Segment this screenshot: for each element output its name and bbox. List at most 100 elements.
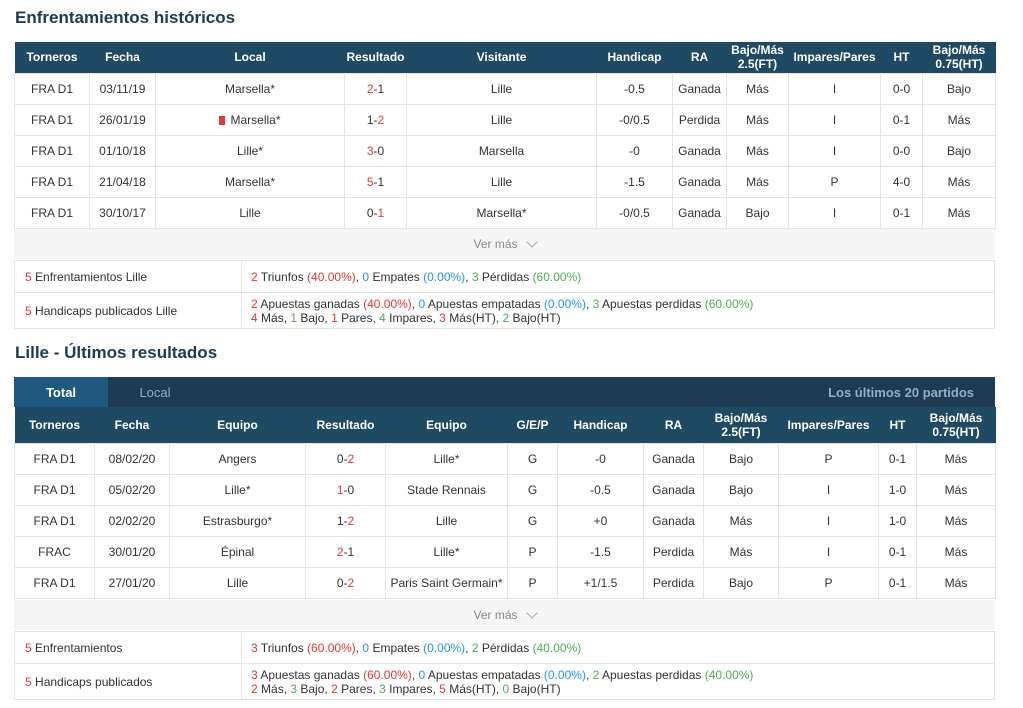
over-under-ft: Bajo	[703, 566, 779, 599]
summary-row: 5 Enfrentamientos 3 Triunfos (60.00%), 0…	[15, 632, 994, 663]
table-row: FRA D1 26/01/19 Marsella* 1-2 Lille -0/0.5 Per…	[14, 103, 996, 136]
win-draw-loss: G	[507, 442, 558, 475]
recent-title: Lille - Últimos resultados	[15, 343, 218, 362]
ra-result: Perdida	[643, 535, 704, 568]
league-link[interactable]: FRA D1	[14, 566, 95, 599]
col-header: Torneros	[14, 42, 90, 73]
result-cell[interactable]: 1-2	[305, 504, 386, 537]
ra-result: Ganada	[643, 504, 704, 537]
league-link[interactable]: FRA D1	[14, 72, 90, 105]
summary-line: 4 Más, 1 Bajo, 1 Pares, 4 Impares, 3 Más…	[251, 310, 561, 325]
league-link[interactable]: FRA D1	[14, 103, 90, 136]
col-header: HT	[880, 42, 923, 73]
recent-table: Torneros Fecha Equipo Resultado Equipo G…	[14, 407, 996, 599]
home-team[interactable]: Lille	[169, 566, 306, 599]
red-card-icon	[219, 115, 226, 125]
league-link[interactable]: FRA D1	[14, 134, 90, 167]
match-date: 05/02/20	[94, 473, 170, 506]
over-under-ht: Bajo	[922, 134, 996, 167]
home-team-name: Marsella*	[224, 81, 275, 96]
over-under-ht: Más	[922, 165, 996, 198]
h2h-ver-mas-button[interactable]: Ver más	[14, 229, 995, 259]
away-team[interactable]: Marsella	[406, 134, 597, 167]
match-date: 30/10/17	[89, 196, 156, 229]
result-cell[interactable]: 5-1	[344, 165, 407, 198]
result-cell[interactable]: 0-2	[305, 566, 386, 599]
col-header: Handicap	[596, 42, 673, 73]
league-link[interactable]: FRA D1	[14, 473, 95, 506]
handicap: -0/0.5	[596, 196, 673, 229]
away-team[interactable]: Lille*	[385, 535, 508, 568]
result-cell[interactable]: 0-2	[305, 442, 386, 475]
odd-even: I	[778, 473, 879, 506]
match-date: 02/02/20	[94, 504, 170, 537]
over-under-ft: Más	[703, 535, 779, 568]
recent-summary: 5 Enfrentamientos 3 Triunfos (60.00%), 0…	[14, 631, 995, 700]
away-team[interactable]: Stade Rennais	[385, 473, 508, 506]
league-link[interactable]: FRA D1	[14, 442, 95, 475]
col-header: RA	[672, 42, 727, 73]
col-header: Bajo/Más 0.75(HT)	[916, 407, 996, 443]
odd-even: I	[778, 535, 879, 568]
score-home: 2	[336, 544, 344, 559]
home-team[interactable]: Marsella*	[155, 165, 345, 198]
summary-line: 3 Triunfos (60.00%), 0 Empates (0.00%), …	[251, 640, 582, 655]
recent-ver-mas-button[interactable]: Ver más	[14, 600, 995, 630]
league-link[interactable]: FRAC	[14, 535, 95, 568]
over-under-ht: Más	[916, 566, 996, 599]
result-cell[interactable]: 3-0	[344, 134, 407, 167]
result-cell[interactable]: 1-0	[305, 473, 386, 506]
home-team[interactable]: Lille*	[169, 473, 306, 506]
summary-label: Handicaps publicados	[31, 674, 153, 689]
home-team[interactable]: Estrasburgo*	[169, 504, 306, 537]
away-team[interactable]: Paris Saint Germain*	[385, 566, 508, 599]
half-time-score: 0-1	[880, 103, 923, 136]
home-team[interactable]: Épinal	[169, 535, 306, 568]
handicap: -1.5	[596, 165, 673, 198]
col-header: Local	[155, 42, 345, 73]
handicap: -1.5	[557, 535, 644, 568]
league-link[interactable]: FRA D1	[14, 196, 90, 229]
handicap: -0/0.5	[596, 103, 673, 136]
away-team[interactable]: Lille*	[385, 442, 508, 475]
col-header: RA	[643, 407, 704, 443]
away-team[interactable]: Lille	[406, 165, 597, 198]
over-under-ht: Más	[922, 103, 996, 136]
result-cell[interactable]: 2-1	[344, 72, 407, 105]
away-team[interactable]: Lille	[406, 103, 597, 136]
recent-tabbar: Total Local Los últimos 20 partidos	[14, 377, 995, 407]
score-home: 1	[366, 112, 374, 127]
col-header: HT	[878, 407, 917, 443]
league-link[interactable]: FRA D1	[14, 504, 95, 537]
summary-row: 5 Handicaps publicados Lille 2 Apuestas …	[15, 292, 994, 328]
handicap: +0	[557, 504, 644, 537]
tab-local[interactable]: Local	[139, 384, 171, 400]
ver-mas-label: Ver más	[473, 608, 518, 622]
over-under-ft: Más	[726, 134, 789, 167]
home-team[interactable]: Lille*	[155, 134, 345, 167]
over-under-ft: Más	[726, 165, 789, 198]
home-team[interactable]: Angers	[169, 442, 306, 475]
summary-line: 2 Más, 3 Bajo, 2 Pares, 3 Impares, 5 Más…	[251, 681, 561, 696]
summary-label: Enfrentamientos	[31, 640, 123, 655]
last-20-matches-label[interactable]: Los últimos 20 partidos	[828, 384, 974, 400]
away-team[interactable]: Lille	[406, 72, 597, 105]
half-time-score: 1-0	[878, 504, 917, 537]
h2h-table: Torneros Fecha Local Resultado Visitante…	[14, 42, 996, 229]
result-cell[interactable]: 0-1	[344, 196, 407, 229]
half-time-score: 0-1	[878, 566, 917, 599]
home-team[interactable]: Lille	[155, 196, 345, 229]
handicap: -0	[596, 134, 673, 167]
over-under-ht: Más	[916, 504, 996, 537]
score-away: 0	[347, 482, 355, 497]
league-link[interactable]: FRA D1	[14, 165, 90, 198]
win-draw-loss: P	[507, 566, 558, 599]
away-team[interactable]: Lille	[385, 504, 508, 537]
result-cell[interactable]: 1-2	[344, 103, 407, 136]
home-team[interactable]: Marsella*	[155, 103, 345, 136]
away-team[interactable]: Marsella*	[406, 196, 597, 229]
tab-total[interactable]: Total	[14, 377, 108, 407]
result-cell[interactable]: 2-1	[305, 535, 386, 568]
col-header: Fecha	[89, 42, 156, 73]
home-team[interactable]: Marsella*	[155, 72, 345, 105]
